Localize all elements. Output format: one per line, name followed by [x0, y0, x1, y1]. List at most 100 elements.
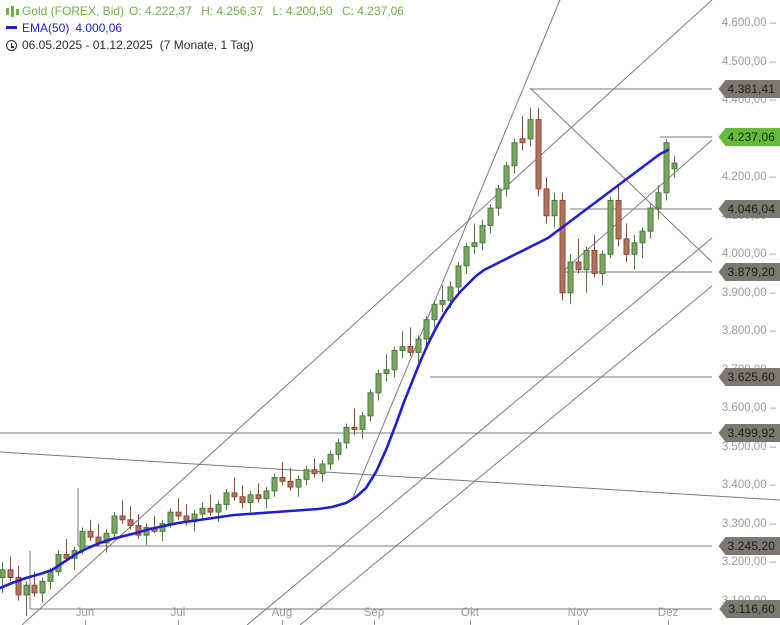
candlestick — [599, 250, 606, 286]
legend-row-daterange[interactable]: 06.05.2025 - 01.12.2025 (7 Monate, 1 Tag… — [6, 37, 410, 54]
time-axis[interactable]: Jun Jul Aug Sep Okt Nov Dez — [0, 601, 780, 625]
candlestick — [591, 235, 598, 278]
time-tick-Okt: Okt — [461, 607, 479, 619]
candlestick — [247, 490, 254, 513]
candlestick — [111, 512, 118, 538]
candlestick — [631, 235, 638, 270]
candlestick — [647, 204, 654, 239]
candlestick — [351, 408, 358, 436]
candlestick — [63, 539, 70, 563]
candlestick — [303, 465, 310, 486]
candlestick — [407, 327, 414, 357]
clock-icon — [6, 37, 22, 54]
candlestick — [487, 204, 494, 234]
candlestick-icon — [6, 3, 22, 20]
candlestick — [39, 577, 46, 603]
trendline-major-uptrend-lower[interactable] — [21, 0, 713, 625]
candlestick — [271, 473, 278, 497]
trendline-long-down-slope[interactable] — [0, 451, 780, 501]
candlestick — [287, 467, 294, 491]
candlestick — [7, 556, 14, 582]
candlestick — [575, 238, 582, 274]
candlestick — [543, 177, 550, 224]
candlestick — [607, 196, 614, 259]
candlestick — [279, 462, 286, 486]
candlestick — [479, 219, 486, 251]
candlestick — [655, 185, 662, 220]
legend-ema-name: EMA(50) — [22, 21, 70, 35]
candlestick — [415, 335, 422, 363]
candlestick — [263, 487, 270, 509]
candlestick — [455, 261, 462, 293]
candlestick — [295, 475, 302, 497]
time-tick-Dez: Dez — [657, 607, 679, 619]
candlestick — [335, 438, 342, 461]
candlestick — [231, 477, 238, 501]
candlestick — [327, 450, 334, 470]
candlestick — [439, 285, 446, 312]
candlestick — [367, 388, 374, 422]
candlestick — [567, 254, 574, 305]
candlestick — [71, 546, 78, 570]
legend-symbol-name: Gold (FOREX, Bid) — [22, 4, 125, 18]
line-dash-icon — [6, 20, 22, 37]
candlestick — [623, 223, 630, 262]
time-tick-mark-Jul — [178, 620, 179, 625]
candlestick — [383, 354, 390, 382]
legend-high: H: 4.256,37 — [201, 4, 264, 18]
candlestick — [175, 498, 182, 520]
candlestick — [671, 155, 678, 178]
chart-legend: Gold (FOREX, Bid) O: 4.222,37 H: 4.256,3… — [6, 3, 410, 54]
candlestick — [311, 458, 318, 478]
time-tick-mark-Jun — [85, 620, 86, 625]
time-tick-Nov: Nov — [567, 607, 589, 619]
time-tick-mark-Sep — [374, 620, 375, 625]
legend-ema-value: 4.000,06 — [75, 21, 123, 35]
legend-row-symbol[interactable]: Gold (FOREX, Bid) O: 4.222,37 H: 4.256,3… — [6, 3, 410, 20]
candlestick — [391, 346, 398, 378]
candlestick — [151, 515, 158, 534]
candlestick — [471, 223, 478, 255]
candlestick — [255, 483, 262, 503]
legend-ohlc: O: 4.222,37 H: 4.256,37 L: 4.200,50 C: 4… — [129, 3, 410, 20]
candlestick — [319, 460, 326, 482]
legend-row-ema[interactable]: EMA(50) 4.000,06 — [6, 20, 410, 37]
candlestick — [639, 227, 646, 259]
candlestick — [15, 565, 22, 601]
horizontal-level-group — [0, 88, 712, 610]
candlestick — [463, 242, 470, 274]
legend-range-note: (7 Monate, 1 Tag) — [159, 38, 254, 52]
candlestick — [143, 523, 150, 545]
candlestick — [511, 138, 518, 174]
candlestick — [519, 115, 526, 151]
candlestick — [615, 185, 622, 247]
candlestick — [399, 331, 406, 359]
candlestick — [223, 489, 230, 511]
candlestick-series — [0, 107, 678, 616]
candlestick — [87, 519, 94, 541]
candlestick — [23, 581, 30, 616]
time-tick-mark-Dez — [668, 620, 669, 625]
trendline-rising-support-long[interactable] — [299, 285, 713, 625]
time-tick-mark-Aug — [282, 620, 283, 625]
candlestick — [551, 192, 558, 228]
candlestick — [495, 185, 502, 216]
time-tick-Aug: Aug — [271, 607, 293, 619]
trendline-steep-rise-left[interactable] — [351, 0, 561, 501]
ema-50-line — [0, 148, 670, 590]
candlestick — [159, 519, 166, 541]
candlestick — [423, 315, 430, 345]
candlestick — [663, 138, 670, 201]
legend-open: O: 4.222,37 — [129, 4, 192, 18]
legend-close: C: 4.237,06 — [341, 4, 404, 18]
trendline-descending-resistance[interactable] — [529, 87, 713, 263]
candlestick — [527, 107, 534, 147]
trendline-major-uptrend-upper[interactable] — [246, 237, 713, 625]
candlestick — [503, 161, 510, 197]
candlestick — [359, 412, 366, 439]
time-tick-Sep: Sep — [363, 607, 385, 619]
candlestick — [559, 192, 566, 301]
